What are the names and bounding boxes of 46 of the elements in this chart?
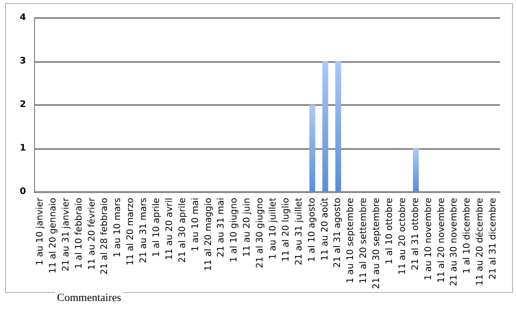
bar bbox=[335, 61, 342, 192]
x-tick-label: 1 au 10 mai bbox=[190, 198, 201, 252]
y-tick-label: 2 bbox=[20, 100, 26, 110]
x-tick-label: 11 au 20 octobre bbox=[398, 197, 408, 275]
x-tick-label: 1 au 10 mars bbox=[113, 197, 124, 258]
x-tick-label: 11 au 20 juin bbox=[242, 198, 253, 257]
x-tick-label: 11 au 20 avril bbox=[164, 198, 175, 260]
x-tick-label: 1 al 10 aprile bbox=[152, 197, 162, 258]
x-tick-label: 1 au 10 septembre bbox=[346, 197, 356, 284]
y-tick-label: 3 bbox=[20, 56, 26, 66]
x-tick-label: 1 al 10 agosto bbox=[307, 197, 318, 262]
y-tick-label: 0 bbox=[20, 186, 26, 197]
x-tick-label: 1 al 10 dicembre bbox=[462, 197, 473, 274]
x-tick-label: 21 au 31 mai bbox=[216, 198, 227, 258]
text: Commentaires bbox=[55, 291, 124, 305]
bar bbox=[412, 148, 419, 192]
bar bbox=[309, 104, 316, 192]
x-tick-label: 1 al 10 febbraio bbox=[74, 197, 84, 269]
y-tick-label: 4 bbox=[20, 13, 26, 23]
x-tick-label: 1 au 10 janvier bbox=[35, 197, 46, 266]
y-tick-label: 1 bbox=[20, 143, 26, 154]
x-tick-label: 21 au 31 janvier bbox=[61, 197, 72, 272]
x-tick-label: 1 au 10 juillet bbox=[268, 197, 278, 260]
x-tick-label: 21 al 31 dicembre bbox=[488, 197, 499, 280]
x-tick-label: 21 au 31 mars bbox=[139, 197, 150, 264]
x-tick-label: 11 al 20 marzo bbox=[126, 197, 136, 266]
x-tick-label: 11 al 20 settembre bbox=[359, 197, 370, 284]
x-tick-label: 11 au 20 février bbox=[86, 197, 98, 270]
x-tick-label: 11 au 20 août bbox=[319, 197, 330, 261]
x-tick-label: 21 al 30 giugno bbox=[256, 197, 266, 268]
x-tick-label: 1 au 10 novembre bbox=[424, 197, 434, 280]
x-tick-label: 1 al 10 ottobre bbox=[384, 197, 395, 264]
x-tick-label: 11 al 20 luglio bbox=[281, 197, 292, 262]
x-tick-label: 21 au 31 juillet bbox=[294, 197, 304, 266]
x-tick-label: 11 al 20 maggio bbox=[204, 197, 214, 271]
x-tick-label: 21 al 31 ottobre bbox=[410, 197, 421, 270]
x-tick-label: 21 al 31 agosto bbox=[333, 197, 344, 268]
x-tick-label: 1 al 10 giugno bbox=[230, 197, 240, 262]
x-tick-label: 21 au 30 septembre bbox=[372, 197, 382, 290]
x-tick-label: 11 au 20 décembre bbox=[474, 197, 486, 286]
bar bbox=[322, 61, 328, 192]
x-tick-label: 21 al 28 febbraio bbox=[100, 197, 110, 275]
x-tick-label: 21 au 30 novembre bbox=[450, 197, 460, 286]
x-tick-label: 11 al 20 novembre bbox=[436, 197, 447, 283]
x-tick-label: 11 al 20 gennaio bbox=[48, 197, 58, 274]
x-tick-label: 21 al 30 aprile bbox=[178, 197, 188, 263]
